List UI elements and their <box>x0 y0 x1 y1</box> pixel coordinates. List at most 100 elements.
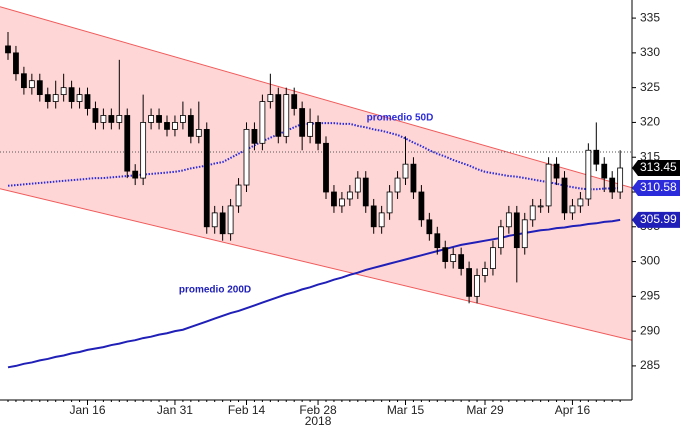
candle-body <box>267 94 274 102</box>
candle-body <box>545 163 552 207</box>
channel-line <box>0 188 632 341</box>
y-tick-label: 330 <box>640 45 660 59</box>
candle-body <box>601 163 608 179</box>
price-tag-label: 313.45 <box>640 160 677 174</box>
candle-body <box>474 275 480 297</box>
price-tag <box>632 211 680 228</box>
candle-body <box>577 198 584 207</box>
channel-fill <box>0 6 632 341</box>
candle-body <box>13 52 19 75</box>
x-tick-label: Mar 15 <box>387 403 425 417</box>
candle-body <box>561 177 568 214</box>
candle-body <box>338 198 345 207</box>
candle-body <box>172 122 178 130</box>
y-tick-label: 315 <box>640 149 660 163</box>
candle-body <box>609 177 616 193</box>
series-label: promedio 50D <box>367 113 434 124</box>
candle-body <box>354 177 361 193</box>
candle-body <box>140 122 147 179</box>
candle-body <box>124 115 131 172</box>
candle-body <box>195 128 202 137</box>
candle-body <box>275 94 282 137</box>
candle-body <box>68 87 75 102</box>
candle-body <box>203 128 210 228</box>
candle-body <box>362 177 369 207</box>
candle-body <box>482 268 488 276</box>
candle-body <box>36 80 43 96</box>
y-tick-label: 295 <box>640 289 660 303</box>
candle-body <box>513 212 520 249</box>
x-tick-label: Jan 16 <box>69 403 105 417</box>
candle-body <box>593 149 600 165</box>
candle-body <box>394 177 401 193</box>
candle-body <box>370 205 377 228</box>
candle-body <box>179 115 186 123</box>
candle-body <box>450 254 457 262</box>
channel-layer <box>0 6 632 341</box>
x-tick-label: Mar 29 <box>466 403 504 417</box>
x-tick-label: Feb 28 <box>299 403 337 417</box>
candle-body <box>259 101 266 144</box>
x-tick-label: Feb 14 <box>228 403 266 417</box>
candle-body <box>331 191 337 207</box>
candle-body <box>5 45 11 54</box>
candle-body <box>537 205 544 208</box>
candle-body <box>323 142 329 193</box>
candle-body <box>434 233 441 249</box>
series-label: promedio 200D <box>179 285 251 296</box>
candle-body <box>529 205 536 221</box>
candle-body <box>497 226 504 249</box>
y-tick-label: 285 <box>640 358 660 372</box>
y-tick-label: 300 <box>640 254 660 268</box>
y-tick-label: 325 <box>640 80 660 94</box>
candle-body <box>20 73 27 89</box>
candle-body <box>156 115 162 123</box>
candle-body <box>386 191 393 214</box>
moving-average-line <box>7 122 621 191</box>
candle-body <box>346 191 353 200</box>
candle-body <box>187 115 194 137</box>
candle-body <box>442 247 449 262</box>
y-tick-label: 320 <box>640 115 660 129</box>
candle-body <box>490 247 496 269</box>
candle-body <box>60 87 67 96</box>
candle-body <box>410 163 417 193</box>
candle-body <box>283 94 290 137</box>
x-year-label: 2018 <box>305 414 332 425</box>
candle-body <box>76 94 83 102</box>
candle-body <box>315 122 321 144</box>
candle-body <box>617 167 624 193</box>
candle-body <box>466 268 473 297</box>
candle-body <box>378 212 385 228</box>
price-tag-label: 305.99 <box>640 212 677 226</box>
x-tick-label: Apr 16 <box>555 403 591 417</box>
candle-body <box>148 115 155 123</box>
candle-body <box>219 212 226 235</box>
candle-body <box>251 128 258 144</box>
y-tick-label: 290 <box>640 323 660 337</box>
candle-body <box>92 108 99 123</box>
candle-body <box>418 191 425 221</box>
channel-line <box>0 6 632 189</box>
price-tag <box>632 179 680 196</box>
x-tick-label: Jan 31 <box>157 403 193 417</box>
candle-body <box>243 128 250 186</box>
candle-body <box>116 115 123 123</box>
candle-body <box>585 149 592 200</box>
candle-body <box>28 80 35 89</box>
candle-body <box>553 163 560 179</box>
candle-body <box>426 219 433 235</box>
candle-body <box>227 205 234 235</box>
candle-body <box>569 205 576 214</box>
candle-body <box>52 94 59 102</box>
candle-body <box>505 212 512 228</box>
candle-body <box>108 115 115 123</box>
candle-body <box>235 184 242 207</box>
candle-body <box>299 108 306 137</box>
candle-body <box>100 115 107 123</box>
y-tick-label: 335 <box>640 10 660 24</box>
candle-body <box>84 94 91 109</box>
candle-body <box>164 122 170 130</box>
candle-body <box>521 219 528 249</box>
